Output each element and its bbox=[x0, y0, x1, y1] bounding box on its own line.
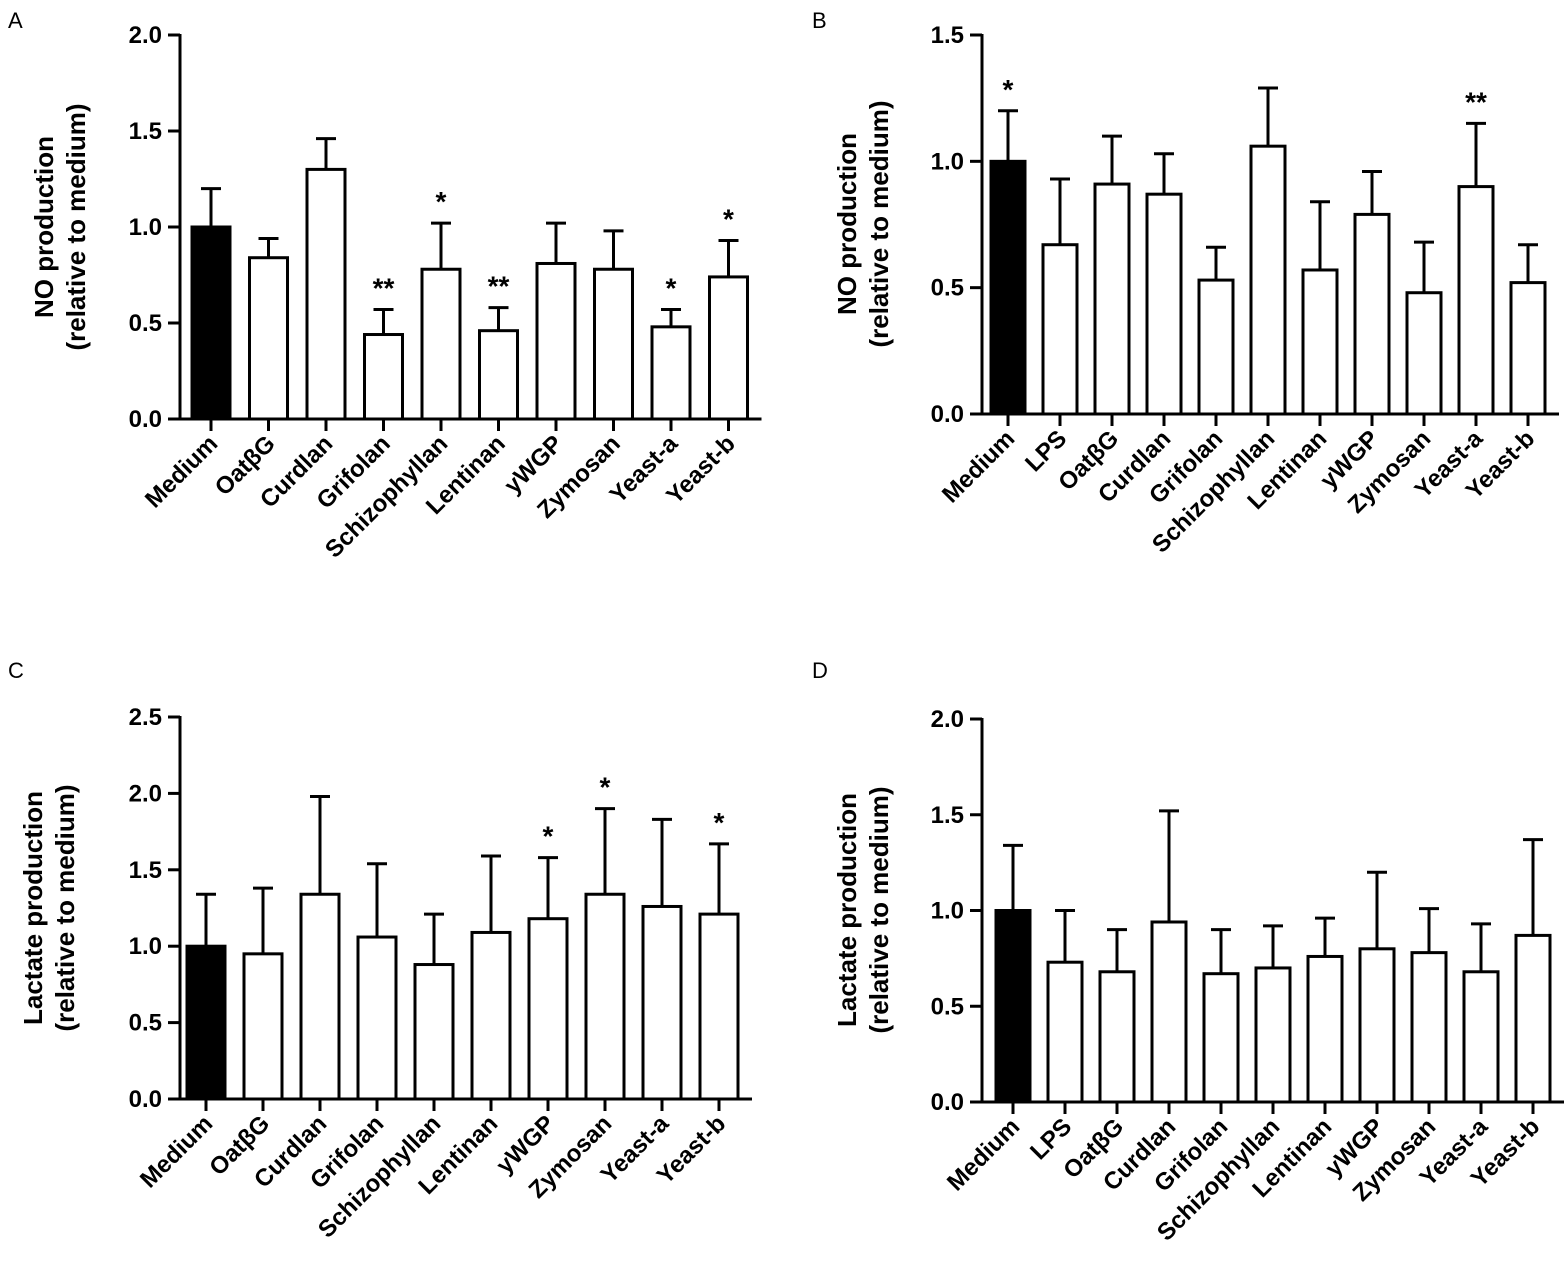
panel-d-y-axis-title: Lactate production(relative to medium) bbox=[832, 786, 894, 1033]
panel-c-x-label-0: Medium bbox=[135, 1110, 218, 1193]
panel-d-y-tick-label-1: 0.5 bbox=[931, 993, 964, 1020]
panel-c-bar-6 bbox=[527, 917, 569, 1101]
panel-a-y-tick-label-4: 2.0 bbox=[129, 22, 162, 49]
panel-b-chart: B NO production(relative to medium) Medium… bbox=[812, 8, 1559, 558]
panel-a-letter: A bbox=[8, 8, 23, 33]
panel-d-bar-8 bbox=[1410, 951, 1448, 1104]
panel-a-bar-7 bbox=[593, 267, 634, 421]
panel-a-bar-8 bbox=[650, 325, 692, 421]
panel-d-bar-4 bbox=[1202, 972, 1240, 1104]
panel-b-bar-7 bbox=[1353, 212, 1391, 416]
panel-a-bar-1 bbox=[248, 256, 289, 421]
panel-d-bar-3 bbox=[1150, 920, 1188, 1104]
panel-c-significance-9: * bbox=[714, 807, 725, 838]
panel-c-y-tick-label-0: 0.0 bbox=[129, 1086, 162, 1113]
panel-c-letter: C bbox=[8, 658, 24, 683]
panel-d-bar-0 bbox=[994, 909, 1032, 1104]
panel-c-significance-6: * bbox=[543, 821, 554, 852]
panel-d-chart: D Lactate production(relative to medium) M… bbox=[812, 658, 1564, 1246]
panel-d-bar-9 bbox=[1462, 970, 1500, 1104]
panel-a-significance-9: * bbox=[723, 203, 734, 234]
panel-c-y-tick-label-4: 2.0 bbox=[129, 780, 162, 807]
panel-c-bar-3 bbox=[356, 935, 398, 1101]
panel-b-x-label-0: Medium bbox=[937, 425, 1020, 508]
panel-c-chart: C Lactate production(relative to medium) M… bbox=[8, 658, 752, 1243]
panel-c-bar-4 bbox=[413, 963, 455, 1101]
panel-a-y-axis-title-line2: (relative to medium) bbox=[61, 103, 91, 350]
panel-d-y-tick-label-0: 0.0 bbox=[931, 1089, 964, 1116]
panel-b-bar-2 bbox=[1093, 182, 1131, 416]
panel-d-bar-6 bbox=[1306, 954, 1344, 1104]
panel-b-y-tick-label-0: 0.0 bbox=[931, 401, 964, 428]
panel-a-significance-4: * bbox=[436, 186, 447, 217]
panel-c-bar-0 bbox=[185, 944, 227, 1101]
panel-b-bar-9 bbox=[1457, 185, 1495, 416]
panel-a-bar-9 bbox=[708, 275, 749, 421]
panel-b-significance-9: ** bbox=[1465, 86, 1487, 117]
panel-c-y-axis-title-line2: (relative to medium) bbox=[50, 784, 80, 1031]
panel-a-significance-8: * bbox=[666, 273, 677, 304]
panel-b-bar-5 bbox=[1249, 144, 1287, 416]
panel-d-bar-1 bbox=[1046, 960, 1084, 1104]
panel-a-bar-5 bbox=[478, 329, 519, 421]
panel-a-bar-6 bbox=[535, 261, 577, 421]
panel-d-x-label-0: Medium bbox=[942, 1113, 1025, 1196]
panel-a-significance-3: ** bbox=[373, 273, 395, 304]
panel-a-bar-2 bbox=[305, 167, 347, 421]
panel-d-bar-7 bbox=[1358, 947, 1396, 1104]
panel-c-y-tick-label-3: 1.5 bbox=[129, 857, 162, 884]
panel-a-bar-0 bbox=[190, 225, 232, 421]
panel-d-letter: D bbox=[812, 658, 828, 683]
panel-d-y-tick-label-2: 1.0 bbox=[931, 898, 964, 925]
panel-a-y-tick-label-1: 0.5 bbox=[129, 310, 162, 337]
panel-c-bar-7 bbox=[584, 892, 626, 1101]
panel-b-y-tick-label-3: 1.5 bbox=[931, 22, 964, 49]
panel-d-bar-5 bbox=[1254, 966, 1292, 1104]
panel-a-significance-5: ** bbox=[488, 271, 510, 302]
panel-b-y-axis-title-line1: NO production bbox=[832, 133, 862, 315]
panel-c-bar-9 bbox=[698, 912, 740, 1101]
panel-d-y-axis-title-line2: (relative to medium) bbox=[864, 786, 894, 1033]
panel-b-y-axis-title: NO production(relative to medium) bbox=[832, 100, 894, 347]
panel-b-significance-0: * bbox=[1003, 74, 1014, 105]
panel-d-y-tick-label-4: 2.0 bbox=[931, 706, 964, 733]
panel-c-bar-8 bbox=[641, 904, 683, 1101]
panel-b-y-tick-label-1: 0.5 bbox=[931, 275, 964, 302]
panel-c-bar-2 bbox=[299, 892, 341, 1101]
panel-a-y-axis-title: NO production(relative to medium) bbox=[29, 103, 91, 350]
panel-b-bar-8 bbox=[1405, 291, 1443, 416]
panel-a-y-tick-label-2: 1.0 bbox=[129, 214, 162, 241]
panel-a-bar-3 bbox=[363, 333, 404, 421]
panel-c-y-tick-label-5: 2.5 bbox=[129, 704, 162, 731]
panel-c-y-axis-title-line1: Lactate production bbox=[18, 791, 48, 1025]
panel-d-bar-10 bbox=[1514, 933, 1552, 1104]
panel-b-bar-4 bbox=[1197, 278, 1235, 416]
panel-c-y-tick-label-2: 1.0 bbox=[129, 933, 162, 960]
panel-b-bar-3 bbox=[1145, 192, 1183, 416]
panel-b-bar-0 bbox=[989, 159, 1027, 416]
panel-a-chart: A NO production(relative to medium) Medium… bbox=[8, 8, 762, 563]
panel-a-y-tick-label-0: 0.0 bbox=[129, 406, 162, 433]
panel-b-y-tick-label-2: 1.0 bbox=[931, 148, 964, 175]
panel-d-bar-2 bbox=[1098, 970, 1136, 1104]
panel-b-y-axis-title-line2: (relative to medium) bbox=[864, 100, 894, 347]
panel-a-x-label-0: Medium bbox=[140, 430, 223, 513]
panel-c-bar-1 bbox=[242, 952, 284, 1101]
panel-a-y-tick-label-3: 1.5 bbox=[129, 118, 162, 145]
panel-c-bar-5 bbox=[470, 930, 512, 1101]
panel-b-letter: B bbox=[812, 8, 827, 33]
panel-d-y-tick-label-3: 1.5 bbox=[931, 802, 964, 829]
panel-b-bar-10 bbox=[1509, 281, 1547, 416]
panel-a-y-axis-title-line1: NO production bbox=[29, 136, 59, 318]
panel-c-y-tick-label-1: 0.5 bbox=[129, 1010, 162, 1037]
panel-c-significance-7: * bbox=[600, 772, 611, 803]
panel-b-bar-6 bbox=[1301, 268, 1339, 416]
panel-b-bar-1 bbox=[1041, 243, 1079, 416]
panel-d-y-axis-title-line1: Lactate production bbox=[832, 793, 862, 1027]
panel-a-bar-4 bbox=[420, 267, 462, 421]
panel-c-y-axis-title: Lactate production(relative to medium) bbox=[18, 784, 80, 1031]
